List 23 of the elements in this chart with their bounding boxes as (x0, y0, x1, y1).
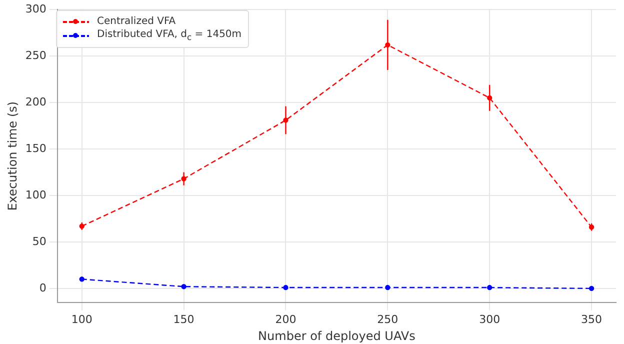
x-tick-label: 300 (479, 312, 500, 326)
point (588, 286, 594, 292)
x-tick-label: 250 (377, 312, 398, 326)
point (79, 276, 84, 282)
point (385, 284, 390, 290)
y-tick-label: 300 (25, 2, 46, 16)
x-tick-label: 200 (275, 312, 296, 326)
point (283, 284, 288, 290)
y-tick-label: 100 (25, 188, 46, 202)
x-tick-label: 350 (581, 312, 602, 326)
y-axis-title: Execution time (s) (5, 101, 20, 211)
x-tick-label: 100 (71, 312, 92, 326)
y-tick-label: 50 (32, 234, 46, 248)
y-tick-label: 200 (25, 95, 46, 108)
y-tick-label: 150 (25, 142, 46, 155)
legend-label: Distributed VFA, d$_{c}$ = 1450m (97, 29, 242, 42)
y-tick-label: 250 (25, 48, 46, 62)
point (487, 284, 492, 290)
point (181, 284, 186, 290)
legend-label: Centralized VFA (97, 16, 176, 27)
x-axis-title: Number of deployed UAVs (258, 328, 416, 343)
y-tick-label: 0 (39, 281, 46, 294)
x-tick-label: 150 (173, 312, 194, 326)
